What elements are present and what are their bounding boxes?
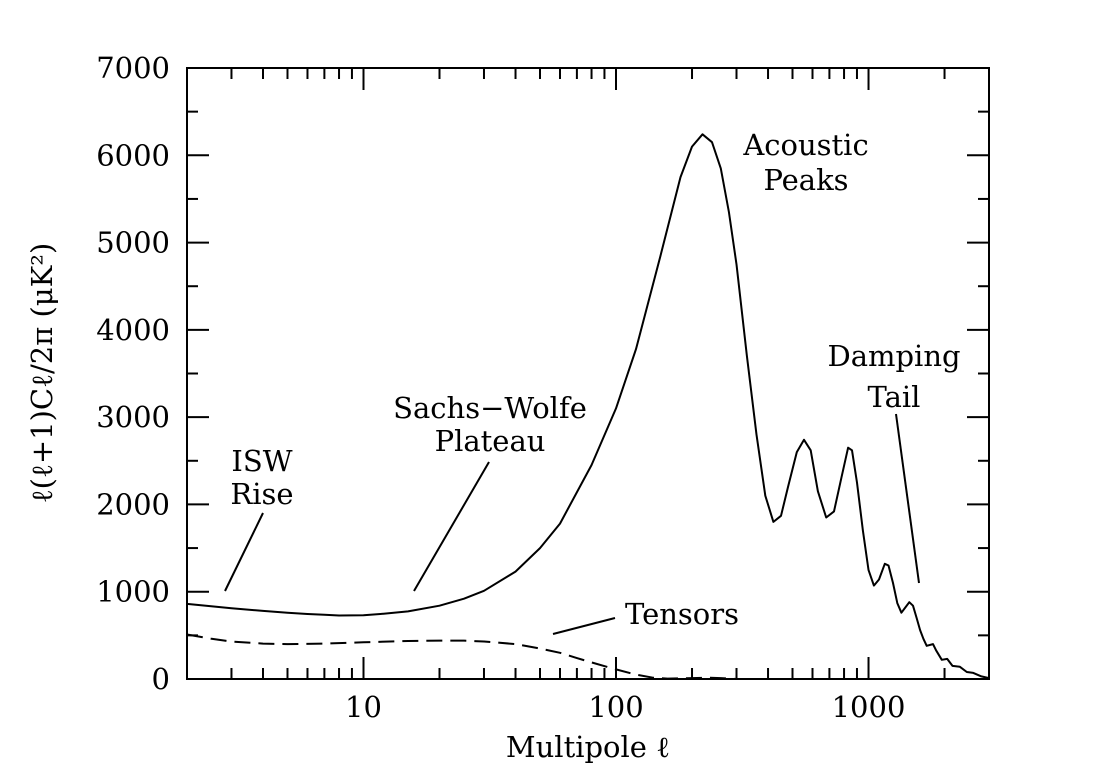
annotation-sachs-wolfe-line2: Plateau [435, 424, 546, 458]
x-tick-label: 10 [345, 690, 382, 724]
annotation-acoustic-peaks-line1: Acoustic [742, 128, 868, 162]
annotation-damping-tail-line2: Tail [868, 380, 921, 414]
series-total-spectrum-line [186, 133, 990, 680]
y-axis-label: ℓ(ℓ+1)Cℓ/2π (μK²) [25, 243, 59, 504]
annotation-acoustic-peaks-line2: Peaks [763, 163, 848, 197]
series-tensors-line [186, 633, 737, 680]
y-tick-label: 2000 [96, 487, 170, 521]
annotation-sachs-wolfe-pointer [413, 461, 490, 592]
y-tick-label: 5000 [96, 226, 170, 260]
x-axis-label: Multipole ℓ [506, 730, 670, 764]
annotation-sachs-wolfe-line1: Sachs−Wolfe [393, 391, 587, 425]
y-tick-label: 1000 [96, 575, 170, 609]
x-tick-label: 1000 [832, 690, 906, 724]
y-tick-label: 0 [152, 662, 170, 696]
y-tick-label: 7000 [96, 51, 170, 85]
annotation-tensors-label: Tensors [625, 597, 739, 631]
ticks-layer: 0 1000 2000 3000 4000 5000 6000 7000 10 100 1000 [96, 51, 990, 724]
annotation-damping-tail-line1: Damping [827, 339, 960, 373]
y-tick-label: 3000 [96, 400, 170, 434]
y-tick-label: 6000 [96, 138, 170, 172]
annotation-isw-line1: ISW [231, 444, 292, 478]
annotation-damping-tail-pointer [895, 413, 920, 584]
annotation-isw-pointer [224, 512, 264, 592]
x-tick-label: 100 [588, 690, 643, 724]
plot-frame [186, 67, 990, 680]
y-tick-label: 4000 [96, 313, 170, 347]
annotation-isw-line2: Rise [230, 477, 293, 511]
annotation-tensors-pointer [552, 617, 616, 635]
